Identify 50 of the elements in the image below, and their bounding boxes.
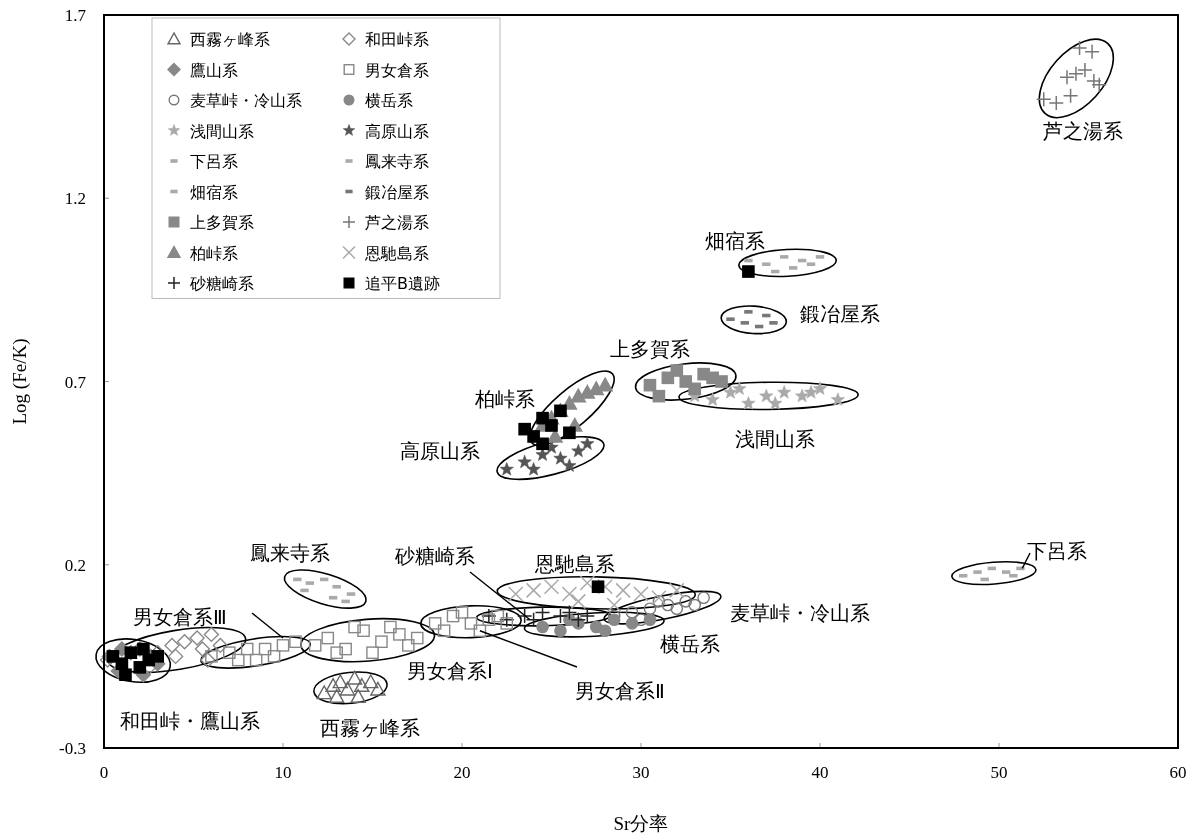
x-tick-label: 0 [99, 763, 109, 782]
legend-label: 追平B遺跡 [365, 274, 440, 293]
legend-label: 高原山系 [365, 121, 429, 141]
y-axis-title: Log (Fe/K) [9, 338, 31, 425]
annotation: 横岳系 [660, 632, 720, 656]
x-tick-label: 20 [453, 763, 471, 782]
annotation: 鳳来寺系 [250, 541, 330, 565]
annotation: 高原山系 [400, 439, 480, 463]
legend-label: 横岳系 [365, 91, 413, 110]
legend-label: 和田峠系 [365, 30, 429, 49]
annotation: 畑宿系 [705, 229, 765, 253]
x-tick-label: 10 [274, 763, 292, 782]
legend-label: 上多賀系 [190, 213, 254, 232]
annotation: 男女倉系Ⅲ [133, 605, 227, 629]
x-tick-label: 30 [632, 763, 650, 782]
annotation: 麦草峠・冷山系 [730, 601, 870, 625]
y-tick-label: 1.2 [64, 189, 86, 209]
legend-label: 男女倉系 [365, 60, 429, 80]
annotation: 上多賀系 [610, 337, 690, 361]
x-tick-label: 40 [811, 763, 829, 782]
legend-label: 畑宿系 [190, 182, 238, 202]
annotation: 和田峠・鷹山系 [120, 709, 260, 733]
legend-label: 恩馳島系 [364, 243, 429, 263]
legend-label: 芦之湯系 [365, 213, 429, 232]
annotation: 西霧ヶ峰系 [320, 716, 420, 740]
y-tick-label: 1.7 [64, 6, 87, 25]
y-tick-label: -0.3 [59, 739, 86, 758]
annotation: 浅間山系 [735, 427, 815, 451]
annotation: 男女倉系Ⅰ [407, 659, 493, 683]
annotation: 下呂系 [1027, 539, 1087, 563]
annotation: 恩馳島系 [534, 552, 615, 576]
annotation: 鍛冶屋系 [800, 302, 880, 326]
legend-label: 柏峠系 [189, 243, 238, 263]
legend-label: 鍛冶屋系 [365, 182, 429, 202]
legend-label: 鳳来寺系 [365, 152, 429, 171]
x-tick-label: 50 [990, 763, 1008, 782]
x-axis-title: Sr分率 [613, 813, 669, 834]
legend-label: 砂糖崎系 [189, 274, 254, 293]
annotation: 柏峠系 [474, 387, 535, 411]
y-tick-label: 0.7 [64, 372, 87, 392]
annotation: 芦之湯系 [1043, 119, 1123, 143]
x-tick-label: 60 [1169, 763, 1187, 782]
y-tick-label: 0.2 [64, 555, 86, 575]
legend-label: 鷹山系 [190, 60, 238, 80]
legend-label: 浅間山系 [190, 121, 254, 141]
legend-label: 下呂系 [190, 152, 238, 171]
legend-label: 西霧ヶ峰系 [190, 30, 270, 49]
legend-label: 麦草峠・冷山系 [190, 91, 302, 110]
annotation: 男女倉系Ⅱ [575, 679, 665, 703]
annotation: 砂糖崎系 [394, 544, 475, 568]
